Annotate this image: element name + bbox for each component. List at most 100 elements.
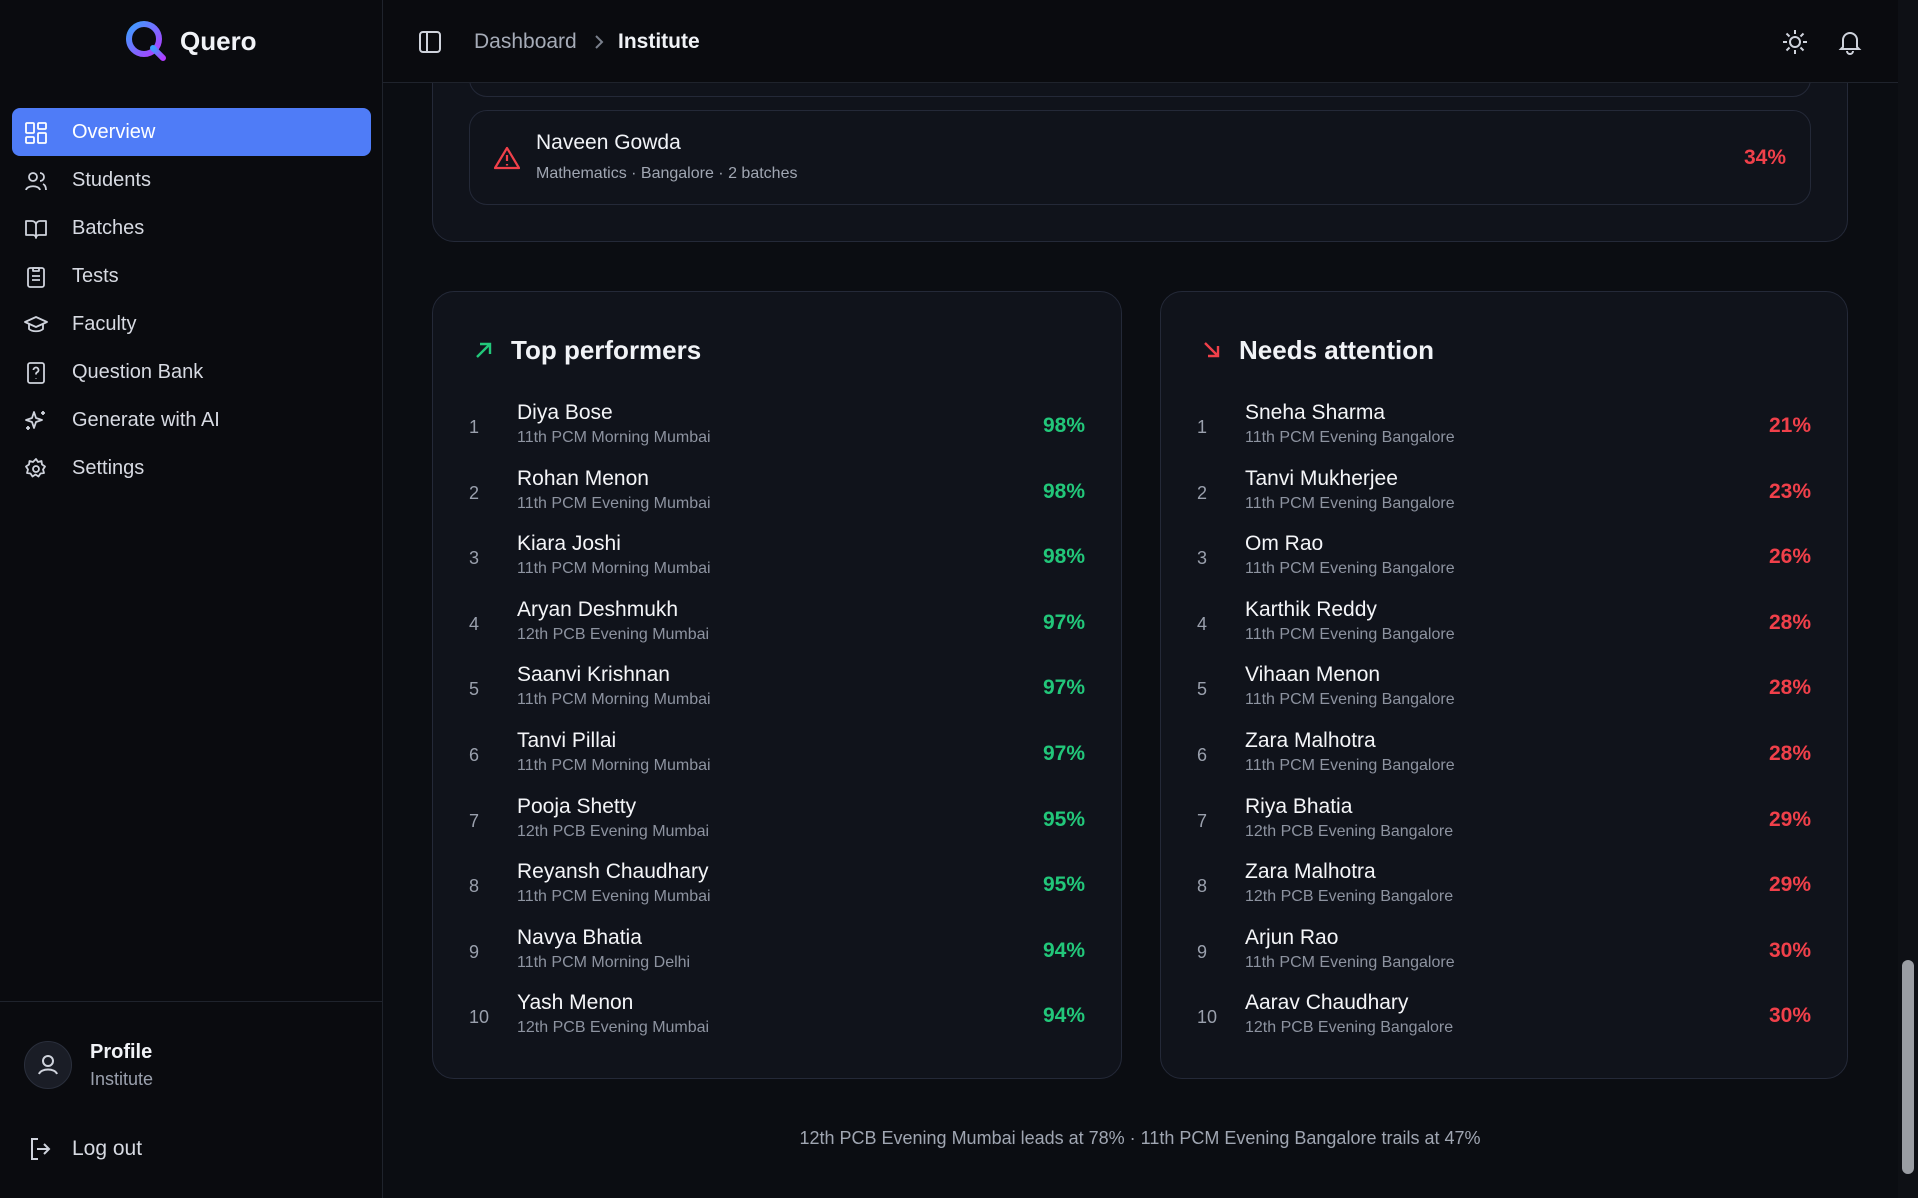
student-name: Sneha Sharma xyxy=(1245,401,1386,424)
rank: 3 xyxy=(1197,548,1208,569)
rank: 1 xyxy=(1197,417,1208,437)
list-row: 1 Sneha Sharma 11th PCM Evening Bangalore 2… xyxy=(1197,393,1811,459)
card-title: Needs attention xyxy=(1239,335,1435,365)
list-row: 6 Tanvi Pillai 11th PCM Morning Mumbai 97% xyxy=(469,721,1085,787)
rank: 9 xyxy=(1197,941,1208,962)
student-name: Rohan Menon xyxy=(517,466,649,490)
rank: 1 xyxy=(469,417,480,437)
batch: 11th PCM Evening Bangalore xyxy=(1245,757,1455,774)
batch: 12th PCB Evening Bangalore xyxy=(1245,888,1454,906)
rank: 8 xyxy=(1197,876,1208,897)
score: 28% xyxy=(1768,676,1811,700)
nav-icon xyxy=(25,220,47,239)
batch: 11th PCM Evening Bangalore xyxy=(1245,494,1455,512)
alert-detail: Mathematics · Bangalore · 2 batches xyxy=(536,165,798,182)
profile-name[interactable]: Profile xyxy=(90,1041,153,1063)
logo xyxy=(126,21,166,61)
rank: 7 xyxy=(469,810,480,831)
list-row: 4 Karthik Reddy 11th PCM Evening Bangalore… xyxy=(1197,590,1811,656)
nav-icon xyxy=(25,172,47,191)
score: 98% xyxy=(1042,545,1085,569)
batch: 11th PCM Morning Mumbai xyxy=(517,757,711,774)
score: 94% xyxy=(1042,938,1085,962)
list-row: 3 Om Rao 11th PCM Evening Bangalore 26% xyxy=(1197,524,1811,590)
list-row: 1 Diya Bose 11th PCM Morning Mumbai 98% xyxy=(469,393,1085,459)
top-performers: Top performers 1 Diya Bose 11th PCM Mornin… xyxy=(432,291,1122,1079)
rank: 5 xyxy=(1197,679,1208,700)
score: 97% xyxy=(1042,610,1085,634)
nav-item[interactable]: Overview xyxy=(12,108,371,156)
sidebar: Quero Overview Students Batches Tests Facult… xyxy=(0,0,383,1198)
student-name: Om Rao xyxy=(1245,532,1324,556)
score: 28% xyxy=(1768,610,1811,634)
score: 97% xyxy=(1042,676,1085,700)
student-name: Yash Menon xyxy=(517,991,634,1015)
score: 98% xyxy=(1042,414,1085,437)
score: 97% xyxy=(1042,742,1085,765)
needs-attention: Needs attention 1 Sneha Sharma 11th PCM Ev… xyxy=(1160,291,1848,1079)
nav-item[interactable]: Faculty xyxy=(12,300,371,348)
rank: 9 xyxy=(469,941,480,962)
rank: 8 xyxy=(469,876,480,897)
score: 26% xyxy=(1768,545,1811,569)
list-row: 2 Rohan Menon 11th PCM Evening Mumbai 98% xyxy=(469,459,1085,525)
student-name: Riya Bhatia xyxy=(1245,794,1353,818)
logout-icon xyxy=(31,1138,51,1160)
student-name: Pooja Shetty xyxy=(517,794,637,818)
batch: 11th PCM Evening Bangalore xyxy=(1245,625,1455,643)
student-name: Arjun Rao xyxy=(1245,925,1339,949)
rank: 7 xyxy=(1197,810,1208,831)
nav-icon xyxy=(25,122,47,144)
score: 95% xyxy=(1042,873,1085,897)
batch: 11th PCM Evening Bangalore xyxy=(1245,429,1455,446)
card-title: Top performers xyxy=(511,335,702,365)
student-name: Reyansh Chaudhary xyxy=(517,860,709,884)
student-name: Aarav Chaudhary xyxy=(1245,991,1409,1015)
rank: 6 xyxy=(469,745,480,765)
notifications[interactable] xyxy=(1837,29,1863,55)
student-name: Diya Bose xyxy=(517,401,613,424)
student-name: Tanvi Pillai xyxy=(517,729,617,752)
batch: 12th PCB Evening Bangalore xyxy=(1245,1019,1454,1037)
student-name: Kiara Joshi xyxy=(517,532,621,556)
score: 30% xyxy=(1768,938,1811,962)
student-name: Tanvi Mukherjee xyxy=(1245,466,1398,490)
profile-role: Institute xyxy=(90,1069,154,1089)
header: Dashboard Institute xyxy=(383,0,1898,83)
batch: 11th PCM Evening Bangalore xyxy=(1245,560,1455,578)
nav-item[interactable]: Tests xyxy=(12,252,371,300)
score: 29% xyxy=(1768,807,1811,831)
logout[interactable]: Log out xyxy=(72,1137,143,1160)
batch: 11th PCM Evening Mumbai xyxy=(517,494,711,512)
nav-icon xyxy=(25,458,46,478)
chevron xyxy=(595,35,604,49)
batch: 12th PCB Evening Mumbai xyxy=(517,625,710,643)
batch: 11th PCM Evening Mumbai xyxy=(517,888,711,906)
score: 28% xyxy=(1768,742,1811,765)
student-name: Zara Malhotra xyxy=(1245,729,1376,752)
score: 29% xyxy=(1768,873,1811,897)
nav-item[interactable]: Generate with AI xyxy=(12,396,371,444)
rank: 6 xyxy=(1197,745,1208,765)
footer-summary: 12th PCB Evening Mumbai leads at 78% · 1… xyxy=(799,1128,1481,1148)
list-row: 6 Zara Malhotra 11th PCM Evening Bangalore… xyxy=(1197,721,1811,787)
list-row: 7 Pooja Shetty 12th PCB Evening Mumbai 95% xyxy=(469,787,1085,853)
scrollbar[interactable] xyxy=(1898,0,1918,1198)
student-name: Saanvi Krishnan xyxy=(517,663,670,687)
score: 30% xyxy=(1768,1004,1811,1028)
list-row: 10 Yash Menon 12th PCB Evening Mumbai 94% xyxy=(469,983,1085,1049)
nav-item[interactable]: Settings xyxy=(12,444,371,492)
batch: 11th PCM Morning Mumbai xyxy=(517,691,711,709)
student-name: Zara Malhotra xyxy=(1245,860,1376,884)
score: 21% xyxy=(1768,414,1811,437)
nav-item[interactable]: Question Bank xyxy=(12,348,371,396)
list-row: 8 Zara Malhotra 12th PCB Evening Bangalore… xyxy=(1197,852,1811,918)
sidebar-toggle[interactable] xyxy=(418,30,442,54)
breadcrumb-item[interactable]: Dashboard xyxy=(474,30,577,53)
nav-item[interactable]: Students xyxy=(12,156,371,204)
nav-item[interactable]: Batches xyxy=(12,204,371,252)
breadcrumb-current: Institute xyxy=(618,30,700,53)
theme-toggle[interactable] xyxy=(1782,29,1808,55)
batch: 11th PCM Morning Mumbai xyxy=(517,560,711,578)
